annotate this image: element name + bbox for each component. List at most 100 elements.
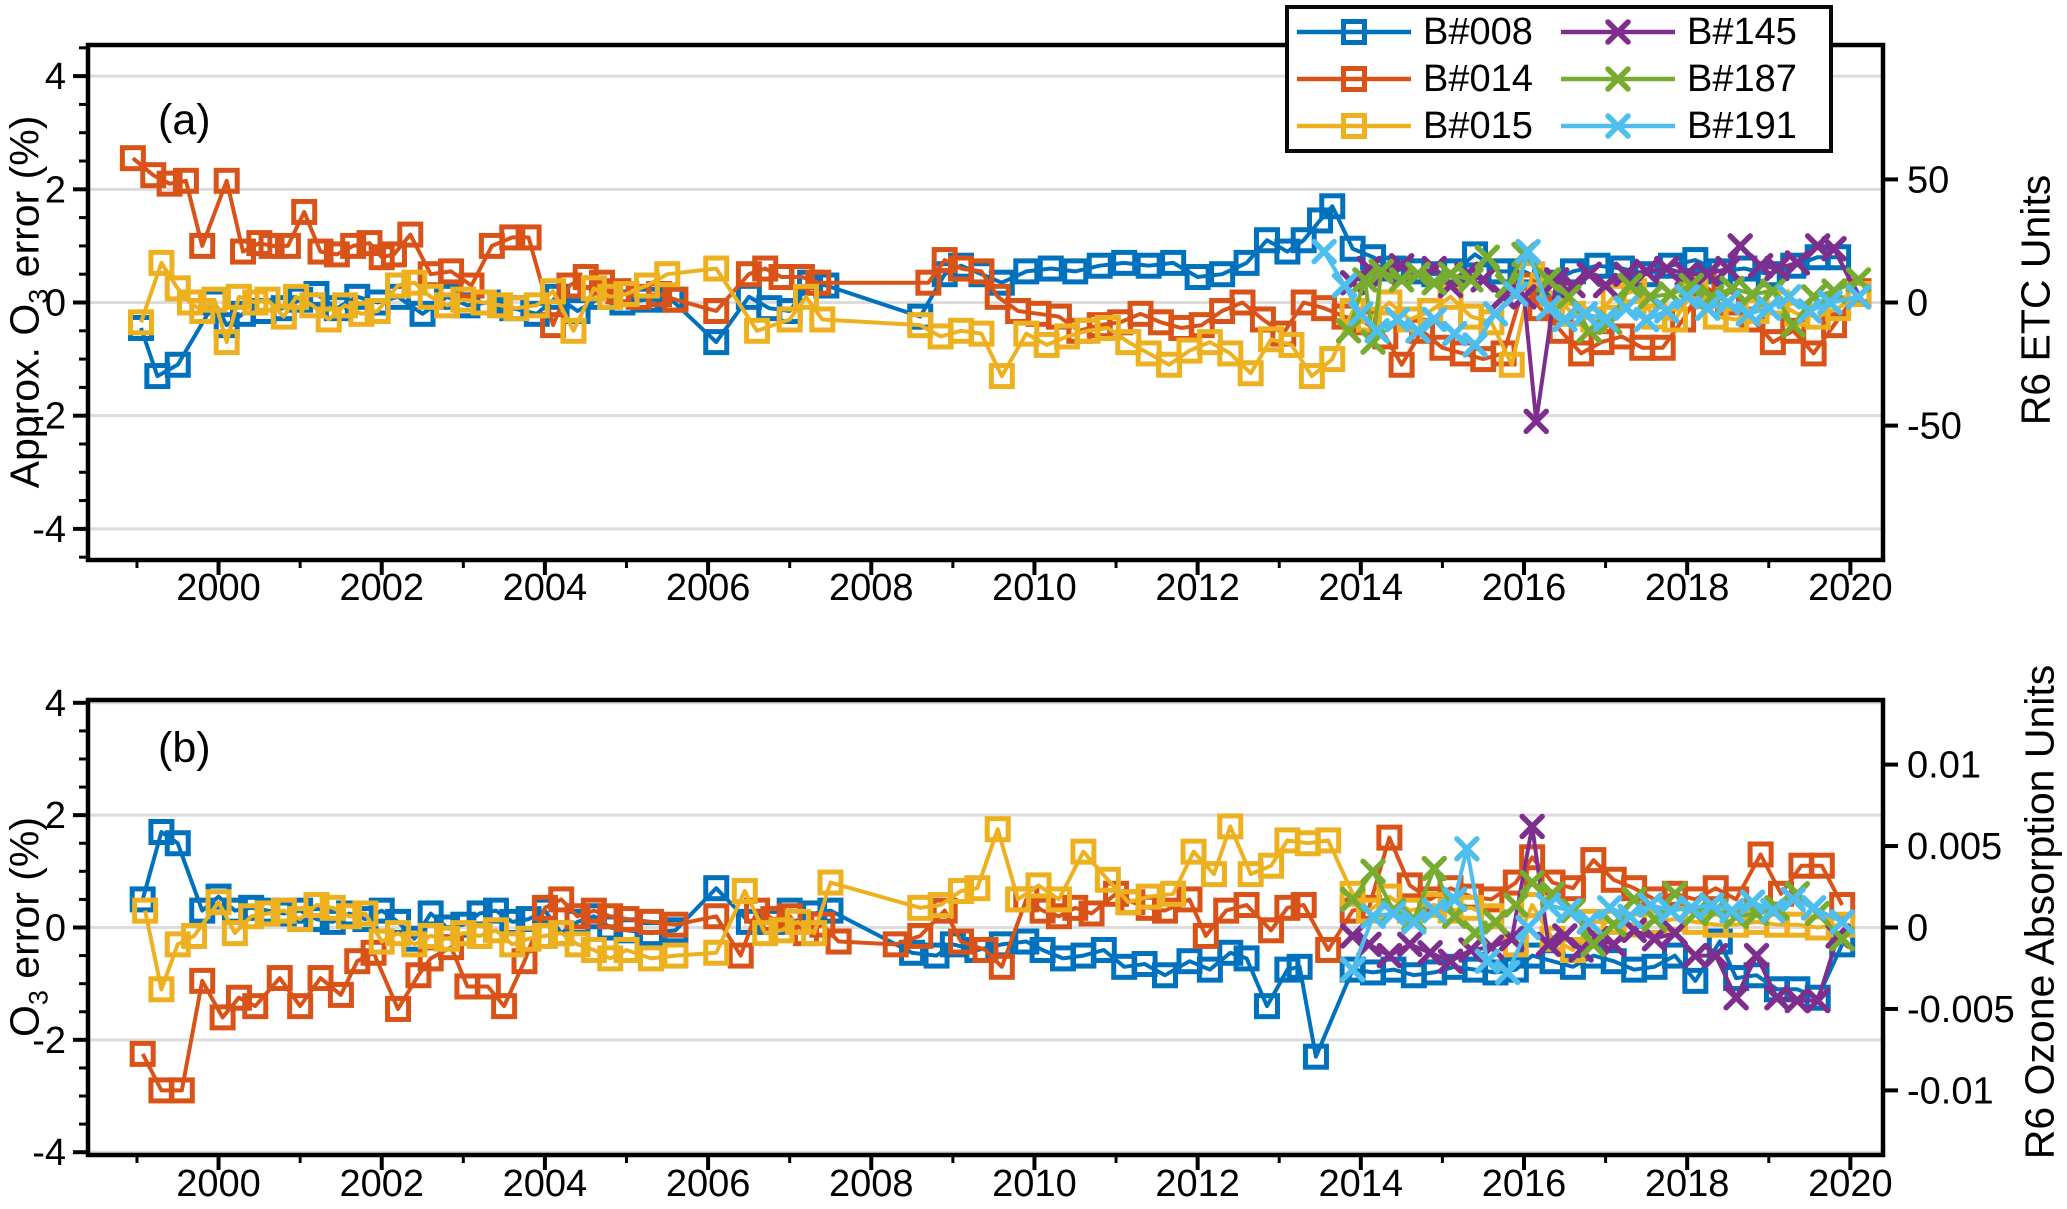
- right-y-tick-label: 50: [1907, 159, 1949, 201]
- x-tick-label: 2012: [1155, 567, 1240, 609]
- marker-square: [1013, 258, 1040, 285]
- marker-x: [1715, 289, 1741, 316]
- marker-square: [189, 967, 216, 994]
- marker-square: [1747, 841, 1774, 868]
- series-B#191: [1339, 836, 1855, 986]
- marker-square: [662, 942, 689, 969]
- marker-square: [727, 942, 754, 969]
- marker-x: [1441, 320, 1468, 347]
- marker-square: [1217, 939, 1244, 966]
- marker-square: [438, 258, 465, 285]
- marker-x: [1821, 235, 1847, 262]
- marker-square: [1135, 883, 1162, 910]
- marker-square: [307, 238, 334, 265]
- marker-x: [1674, 284, 1700, 310]
- marker-square: [287, 906, 314, 933]
- marker-square: [380, 241, 407, 268]
- panel-a-tag: (a): [158, 96, 211, 144]
- marker-x: [1421, 855, 1447, 882]
- marker-x: [1311, 238, 1337, 265]
- marker-square: [225, 283, 252, 310]
- marker-square: [580, 897, 607, 924]
- marker-x: [1637, 284, 1664, 310]
- marker-square: [132, 897, 159, 924]
- marker-x: [1335, 318, 1362, 344]
- marker-square: [1233, 892, 1260, 919]
- marker-square: [1160, 249, 1187, 276]
- marker-x: [1800, 895, 1827, 921]
- axis-label-subscript: 3: [23, 288, 54, 304]
- y-tick-label: 2: [45, 795, 66, 837]
- marker-square: [238, 903, 265, 930]
- marker-x: [1662, 881, 1688, 907]
- marker-square: [385, 995, 412, 1022]
- marker-square: [1111, 249, 1138, 276]
- y-tick-label: -2: [32, 1020, 66, 1062]
- marker-x: [1654, 255, 1680, 282]
- panel-a-right-axis-label: R6 ETC Units: [2012, 174, 2059, 426]
- marker-square: [1237, 360, 1264, 387]
- x-tick-label: 2016: [1482, 1163, 1567, 1205]
- marker-square: [703, 939, 730, 966]
- marker-square: [1258, 917, 1285, 944]
- x-tick-label: 2004: [503, 567, 588, 609]
- marker-square: [1808, 852, 1835, 879]
- marker-square: [1319, 193, 1346, 220]
- marker-square: [129, 1040, 156, 1067]
- marker-x: [1523, 408, 1549, 435]
- marker-x: [1682, 942, 1709, 969]
- legend-entry-b191: B#191: [1559, 102, 1823, 149]
- marker-square: [470, 289, 497, 316]
- marker-square: [984, 816, 1011, 843]
- marker-square: [466, 922, 493, 949]
- right-y-tick-label: 0.005: [1907, 826, 2002, 868]
- marker-square: [523, 292, 550, 319]
- marker-square: [1209, 261, 1236, 288]
- marker-x: [1804, 987, 1831, 1014]
- marker-x: [1494, 959, 1521, 986]
- marker-x: [1592, 306, 1619, 333]
- y-tick-label: -4: [32, 1132, 66, 1174]
- marker-square: [1025, 872, 1052, 899]
- right-y-tick-label: -0.01: [1907, 1070, 1994, 1112]
- marker-x: [1519, 813, 1545, 840]
- y-tick-label: 4: [45, 683, 66, 725]
- marker-square: [1682, 967, 1709, 994]
- marker-square: [1176, 886, 1203, 913]
- marker-square: [1005, 886, 1032, 913]
- marker-square: [266, 965, 293, 992]
- marker-x: [1756, 295, 1782, 321]
- marker-square: [1086, 252, 1113, 279]
- x-tick-label: 2006: [666, 1163, 751, 1205]
- marker-square: [1519, 844, 1546, 871]
- marker-x: [1417, 940, 1443, 966]
- marker-x: [1592, 272, 1619, 299]
- marker-square: [1233, 249, 1260, 276]
- x-tick-label: 2002: [339, 567, 424, 609]
- marker-x: [1568, 937, 1594, 963]
- axis-label-text: error (%): [1, 816, 48, 991]
- axis-label-text: Approx. O: [1, 303, 48, 489]
- marker-square: [221, 920, 248, 947]
- series-line: [1322, 249, 1859, 347]
- legend-label: B#008: [1423, 11, 1533, 54]
- marker-x: [1458, 937, 1484, 963]
- marker-x: [1641, 925, 1668, 952]
- marker-square: [434, 292, 460, 319]
- x-tick-label: 2002: [339, 1163, 424, 1205]
- marker-square: [327, 981, 354, 1008]
- marker-square: [287, 993, 314, 1020]
- legend-entry-b015: B#015: [1295, 102, 1559, 149]
- marker-square: [164, 351, 191, 378]
- marker-square: [988, 363, 1015, 390]
- marker-square: [1278, 331, 1305, 358]
- legend-sample-b008: [1297, 19, 1411, 46]
- marker-square: [242, 993, 269, 1020]
- marker-square: [809, 306, 836, 333]
- marker-square: [1037, 255, 1064, 282]
- marker-x: [1576, 261, 1603, 287]
- marker-x: [1401, 909, 1427, 935]
- marker-square: [1502, 869, 1529, 896]
- marker-x: [1617, 272, 1643, 299]
